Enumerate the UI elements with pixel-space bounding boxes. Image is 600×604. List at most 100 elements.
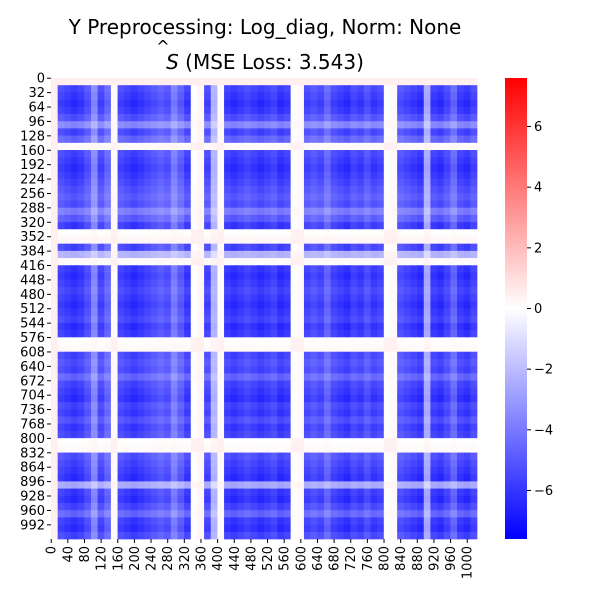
heatmap-cell xyxy=(117,207,125,216)
heatmap-cell xyxy=(357,106,365,115)
heatmap-cell xyxy=(230,459,238,468)
heatmap-cell xyxy=(217,531,225,540)
heatmap-cell xyxy=(390,186,398,194)
heatmap-cell xyxy=(337,78,345,86)
heatmap-cell xyxy=(210,171,218,180)
heatmap-cell xyxy=(130,157,138,165)
heatmap-cell xyxy=(390,452,398,461)
heatmap-cell xyxy=(124,142,132,151)
heatmap-cell xyxy=(164,337,172,345)
heatmap-cell xyxy=(470,510,478,518)
heatmap-cell xyxy=(323,495,331,504)
heatmap-cell xyxy=(157,402,165,410)
heatmap-cell xyxy=(417,214,425,223)
heatmap-cell xyxy=(70,488,78,497)
heatmap-cell xyxy=(383,531,391,540)
y-tick-label: 608 xyxy=(20,345,45,360)
heatmap-cell xyxy=(450,430,458,439)
heatmap-cell xyxy=(317,373,325,381)
heatmap-cell xyxy=(250,85,258,93)
heatmap-cell xyxy=(230,250,238,259)
heatmap-cell xyxy=(104,207,112,216)
heatmap-cell xyxy=(250,186,258,194)
heatmap-cell xyxy=(117,517,125,525)
heatmap-cell xyxy=(383,150,391,158)
heatmap-cell xyxy=(257,474,265,482)
heatmap-cell xyxy=(377,294,385,302)
heatmap-cell xyxy=(337,438,345,446)
heatmap-cell xyxy=(410,200,418,208)
heatmap-cell xyxy=(343,186,351,194)
heatmap-cell xyxy=(137,430,145,439)
heatmap-cell xyxy=(197,474,205,482)
heatmap-cell xyxy=(217,438,225,446)
heatmap-cell xyxy=(450,438,458,446)
heatmap-cell xyxy=(437,128,445,136)
heatmap-cell xyxy=(317,402,325,410)
heatmap-cell xyxy=(104,430,112,439)
heatmap-cell xyxy=(217,358,225,367)
heatmap-cell xyxy=(443,488,451,497)
heatmap-cell xyxy=(377,459,385,468)
heatmap-cell xyxy=(57,495,65,504)
heatmap-cell xyxy=(210,150,218,158)
heatmap-cell xyxy=(124,121,132,129)
heatmap-cell xyxy=(343,207,351,216)
heatmap-cell xyxy=(343,481,351,489)
heatmap-cell xyxy=(150,423,158,432)
heatmap-cell xyxy=(237,445,245,453)
heatmap-cell xyxy=(230,294,238,302)
heatmap-cell xyxy=(184,488,192,497)
heatmap-cell xyxy=(463,402,471,410)
heatmap-cell xyxy=(323,78,331,86)
heatmap-cell xyxy=(77,308,85,317)
heatmap-cell xyxy=(383,373,391,381)
heatmap-cell xyxy=(257,308,265,317)
heatmap-cell xyxy=(124,337,132,345)
heatmap-cell xyxy=(463,178,471,187)
heatmap-cell xyxy=(323,301,331,309)
heatmap-cell xyxy=(450,200,458,208)
heatmap-cell xyxy=(244,142,252,151)
heatmap-cell xyxy=(337,409,345,417)
heatmap-cell xyxy=(443,157,451,165)
heatmap-cell xyxy=(303,243,311,252)
heatmap-cell xyxy=(363,294,371,302)
heatmap-cell xyxy=(257,85,265,93)
heatmap-cell xyxy=(463,135,471,144)
heatmap-cell xyxy=(224,488,232,497)
heatmap-cell xyxy=(383,474,391,482)
heatmap-cell xyxy=(317,531,325,540)
heatmap-cell xyxy=(230,474,238,482)
heatmap-cell xyxy=(84,380,92,389)
heatmap-cell xyxy=(470,402,478,410)
heatmap-cell xyxy=(377,502,385,511)
heatmap-cell xyxy=(423,178,431,187)
heatmap-cell xyxy=(317,315,325,324)
heatmap-cell xyxy=(283,466,291,475)
y-tick-label: 480 xyxy=(20,288,45,303)
heatmap-cell xyxy=(150,243,158,252)
heatmap-cell xyxy=(430,286,438,295)
heatmap-cell xyxy=(417,373,425,381)
heatmap-cell xyxy=(117,416,125,425)
heatmap-cell xyxy=(204,474,212,482)
heatmap-cell xyxy=(70,222,78,230)
heatmap-cell xyxy=(417,229,425,237)
heatmap-cell xyxy=(323,409,331,417)
heatmap-cell xyxy=(357,164,365,172)
heatmap-cell xyxy=(317,481,325,489)
heatmap-cell xyxy=(363,286,371,295)
heatmap-cell xyxy=(84,502,92,511)
heatmap-cell xyxy=(350,373,358,381)
heatmap-cell xyxy=(310,402,318,410)
heatmap-cell xyxy=(110,502,118,511)
heatmap-cell xyxy=(417,243,425,252)
heatmap-cell xyxy=(137,531,145,540)
heatmap-cell xyxy=(370,171,378,180)
heatmap-cell xyxy=(117,438,125,446)
heatmap-cell xyxy=(290,394,298,403)
heatmap-cell xyxy=(57,222,65,230)
heatmap-cell xyxy=(130,142,138,151)
heatmap-cell xyxy=(130,524,138,533)
